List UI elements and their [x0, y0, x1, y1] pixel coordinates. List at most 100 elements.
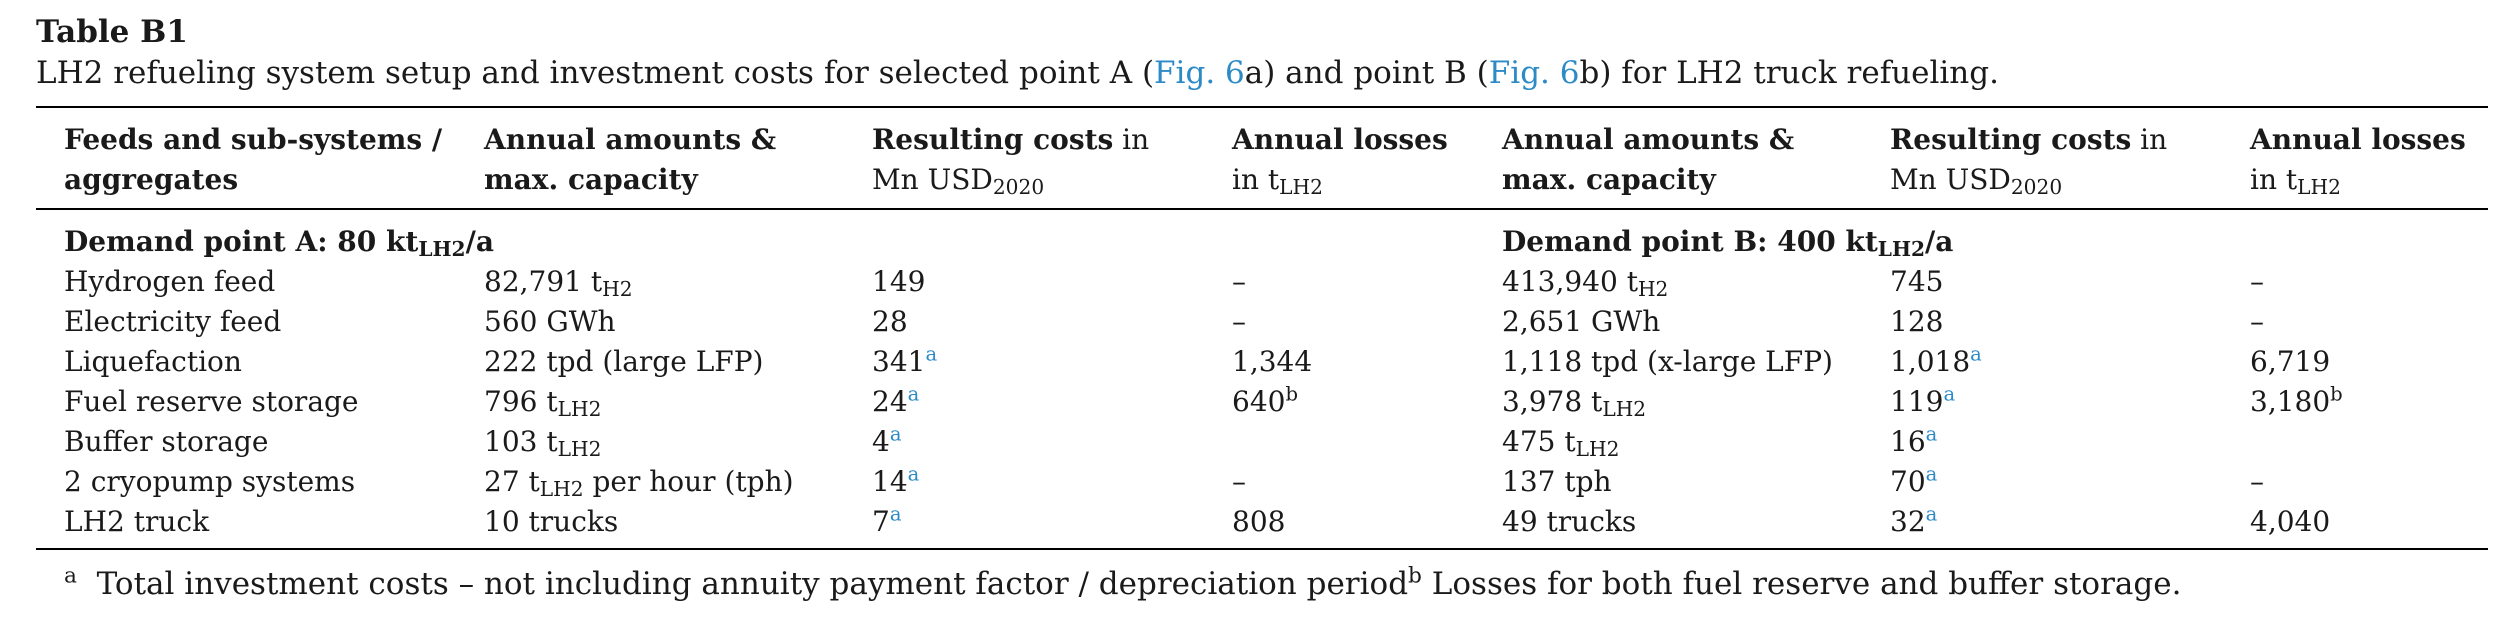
caption-fig-b-suffix: b — [1579, 55, 1600, 91]
fig-6-link-b[interactable]: Fig. 6 — [1488, 55, 1580, 91]
cell-loss-a-value: – — [1232, 305, 1246, 338]
cell-loss-a-value: 1,344 — [1232, 345, 1313, 378]
cell-name-value: LH2 truck — [64, 505, 210, 538]
cell-cost-a-value: 341 — [872, 345, 926, 378]
cell-amount-a-subscript: LH2 — [557, 437, 602, 462]
cell-amount-a: 82,791 tH2 — [456, 262, 844, 302]
cell-cost-a-footnote-marker[interactable]: a — [889, 422, 902, 446]
cell-name-value: 2 cryopump systems — [64, 465, 356, 498]
cell-cost-b-value: 16 — [1890, 425, 1926, 458]
cell-cost-a-footnote-marker[interactable]: a — [925, 342, 938, 366]
cell-loss-b-value: – — [2250, 265, 2264, 298]
col-header-costs-b-sub: 2020 — [2010, 175, 2063, 200]
cell-cost-b: 1,018a — [1862, 342, 2222, 382]
cell-cost-a-value: 7 — [872, 505, 890, 538]
group-label-b-tail: /a — [1925, 225, 1954, 258]
col-header-losses-b-sub: LH2 — [2297, 175, 2341, 200]
cell-loss-b-value: – — [2250, 305, 2264, 338]
cell-name: Liquefaction — [36, 342, 456, 382]
cell-cost-a: 341a — [844, 342, 1204, 382]
table-row: Liquefaction 222 tpd (large LFP) 341a 1,344… — [36, 342, 2488, 382]
cell-cost-b-footnote-marker[interactable]: a — [1970, 342, 1982, 366]
fig-6-link-a[interactable]: Fig. 6 — [1154, 55, 1245, 91]
cell-amount-a: 10 trucks — [456, 502, 844, 550]
col-header-losses-a-rest: in t — [1232, 163, 1280, 196]
cell-loss-a-value: – — [1232, 265, 1246, 298]
cell-loss-b-value: – — [2250, 465, 2264, 498]
col-header-costs-b-bold: Resulting costs — [1890, 123, 2132, 156]
footnote-b-text: Losses for both fuel reserve and buffer … — [1421, 566, 2182, 602]
cell-cost-b: 128 — [1862, 302, 2222, 342]
table-row: 2 cryopump systems 27 tLH2 per hour (tph)… — [36, 462, 2488, 502]
cell-loss-b: 4,040 — [2222, 502, 2488, 550]
col-header-costs-b: Resulting costs in Mn USD2020 — [1862, 106, 2222, 210]
cell-amount-a: 222 tpd (large LFP) — [456, 342, 844, 382]
table-footnotes: a Total investment costs – not including… — [36, 562, 2500, 606]
cell-name: Fuel reserve storage — [36, 382, 456, 422]
cell-amount-a-subscript: LH2 — [539, 477, 584, 502]
group-label-b-sub: LH2 — [1877, 237, 1926, 262]
cell-name-value: Fuel reserve storage — [64, 385, 359, 418]
cell-cost-a-value: 24 — [872, 385, 908, 418]
cell-loss-a: 640b — [1204, 382, 1474, 422]
cell-loss-b-value: 4,040 — [2250, 505, 2331, 538]
group-label-a-tail: /a — [465, 225, 494, 258]
cell-cost-b: 32a — [1862, 502, 2222, 550]
cell-cost-b-footnote-marker[interactable]: a — [1943, 382, 1956, 406]
cell-cost-a-footnote-marker[interactable]: a — [907, 462, 920, 486]
col-header-feeds: Feeds and sub-systems / aggregates — [36, 106, 456, 210]
cell-loss-a: – — [1204, 302, 1474, 342]
cell-cost-a: 14a — [844, 462, 1204, 502]
cell-amount-a-value: 222 tpd (large LFP) — [484, 345, 764, 378]
cell-cost-b-value: 1,018 — [1890, 345, 1971, 378]
caption-part-3: ) for LH2 truck refueling. — [1599, 55, 1999, 91]
cell-loss-b: 6,719 — [2222, 342, 2488, 382]
group-label-a-sub: LH2 — [418, 237, 466, 262]
cell-cost-a: 28 — [844, 302, 1204, 342]
cell-amount-a-value: 796 t — [484, 385, 558, 418]
cell-amount-a-value: 10 trucks — [484, 505, 619, 538]
caption-part-1: LH2 refueling system setup and investmen… — [36, 55, 1155, 91]
caption-part-2: ) and point B ( — [1263, 55, 1489, 91]
cell-cost-b-value: 745 — [1890, 265, 1944, 298]
cell-loss-a: 1,344 — [1204, 342, 1474, 382]
cell-amount-a-value: 27 t — [484, 465, 540, 498]
cell-amount-b: 137 tph — [1474, 462, 1862, 502]
col-header-losses-a-sub: LH2 — [1279, 175, 1323, 200]
cell-cost-a: 149 — [844, 262, 1204, 302]
cell-amount-b: 2,651 GWh — [1474, 302, 1862, 342]
col-header-amounts-a: Annual amounts & max. capacity — [456, 106, 844, 210]
data-table: Feeds and sub-systems / aggregates Annua… — [36, 106, 2488, 550]
caption-fig-a-suffix: a — [1244, 55, 1264, 91]
cell-cost-a-value: 28 — [872, 305, 908, 338]
footnote-b-marker: b — [1408, 563, 1422, 589]
cell-amount-b-value: 1,118 tpd (x-large LFP) — [1502, 345, 1833, 378]
col-header-losses-b: Annual losses in tLH2 — [2222, 106, 2488, 210]
cell-cost-b-footnote-marker[interactable]: a — [1925, 422, 1938, 446]
cell-amount-b-value: 3,978 t — [1502, 385, 1603, 418]
cell-amount-a-value: 560 GWh — [484, 305, 616, 338]
cell-loss-b — [2222, 422, 2488, 462]
cell-cost-b-footnote-marker[interactable]: a — [1925, 462, 1938, 486]
cell-loss-b: – — [2222, 262, 2488, 302]
cell-name: 2 cryopump systems — [36, 462, 456, 502]
cell-name: LH2 truck — [36, 502, 456, 550]
cell-amount-b-value: 137 tph — [1502, 465, 1612, 498]
col-header-losses-b-bold: Annual losses — [2250, 123, 2466, 156]
table-row: Hydrogen feed 82,791 tH2 149–413,940 tH2 74… — [36, 262, 2488, 302]
cell-cost-a-footnote-marker[interactable]: a — [889, 502, 902, 526]
col-header-costs-a-bold: Resulting costs — [872, 123, 1114, 156]
cell-loss-b-footnote-marker: b — [2330, 382, 2343, 406]
col-header-costs-b-rest: in Mn USD — [1890, 123, 2168, 196]
cell-loss-a: 808 — [1204, 502, 1474, 550]
col-header-amounts-b: Annual amounts & max. capacity — [1474, 106, 1862, 210]
cell-amount-b-subscript: LH2 — [1575, 437, 1620, 462]
cell-cost-b: 16a — [1862, 422, 2222, 462]
cell-cost-b-footnote-marker[interactable]: a — [1925, 502, 1938, 526]
table-figure: Table B1 LH2 refueling system setup and … — [36, 14, 2500, 606]
cell-amount-b-subscript: H2 — [1637, 277, 1669, 302]
cell-amount-a-value: 82,791 t — [484, 265, 603, 298]
cell-cost-a-footnote-marker[interactable]: a — [907, 382, 920, 406]
cell-loss-b-value: 6,719 — [2250, 345, 2331, 378]
cell-loss-a-footnote-marker: b — [1285, 382, 1298, 406]
